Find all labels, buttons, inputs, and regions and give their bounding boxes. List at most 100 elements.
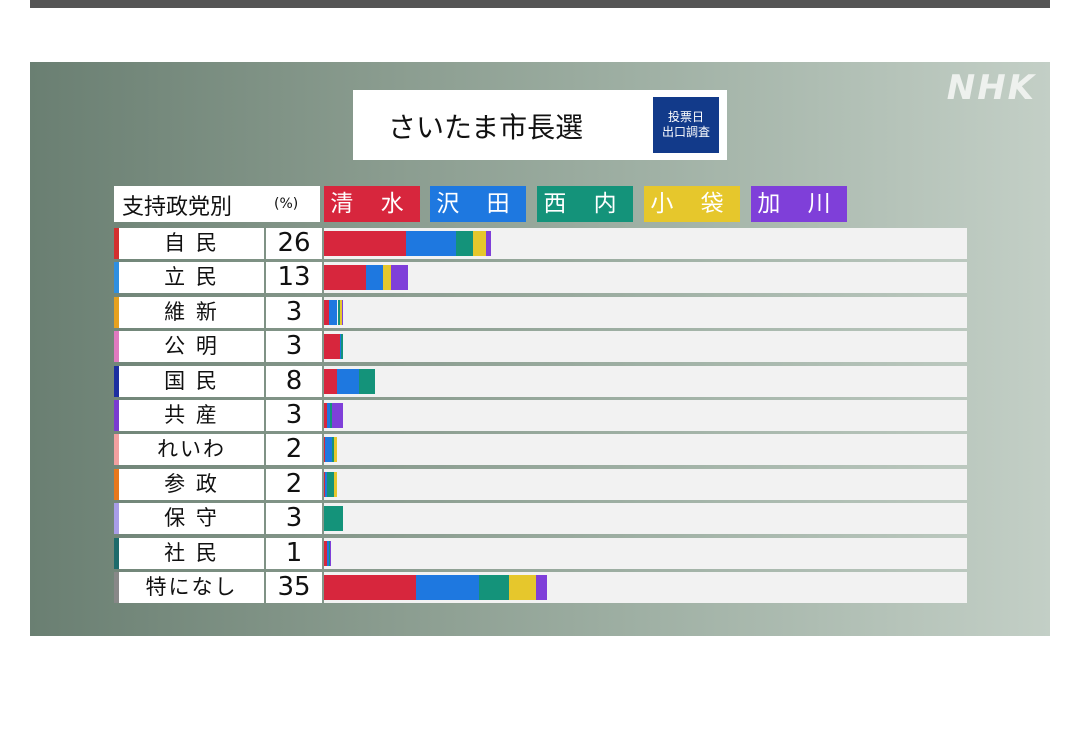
bar-segment [326, 471, 335, 497]
party-color-stripe [114, 468, 119, 500]
bar-segment [331, 403, 344, 428]
bar-segment [535, 575, 547, 600]
nhk-logo: NHK [946, 68, 1036, 108]
bar-segment [340, 334, 342, 360]
party-percent: 3 [266, 503, 322, 535]
party-label: 公 明 [119, 331, 264, 363]
party-color-stripe [114, 365, 119, 397]
party-color-stripe [114, 228, 119, 259]
party-color-stripe [114, 400, 119, 431]
party-percent: 2 [266, 468, 322, 500]
bar-segment [341, 334, 344, 360]
party-percent: 8 [266, 365, 322, 397]
bar-segment [486, 231, 492, 256]
header-unit: (%) [274, 196, 299, 212]
legend-candidate-5: 加 川 [751, 186, 847, 222]
party-color-stripe [114, 262, 119, 294]
bar-segment [324, 575, 417, 600]
bar-segment [324, 368, 338, 394]
party-label: 保 守 [119, 503, 264, 535]
bar-segment [334, 471, 337, 497]
bar-segment [333, 437, 337, 463]
party-label: 国 民 [119, 365, 264, 397]
bar-segment [324, 334, 341, 360]
bar-segment [326, 403, 330, 428]
bar-segment [337, 368, 359, 394]
bar-track [324, 331, 967, 363]
bar-segment [329, 403, 332, 428]
bar-segment [324, 437, 326, 463]
party-label: 維 新 [119, 296, 264, 328]
bar-track [324, 296, 967, 328]
bar-segment [456, 231, 473, 256]
legend-candidate-4: 小 袋 [644, 186, 740, 222]
bar-track [324, 503, 967, 535]
party-percent: 3 [266, 296, 322, 328]
bar-segment [328, 299, 338, 325]
bar-segment [324, 506, 344, 532]
party-color-stripe [114, 331, 119, 363]
badge-line-1: 投票日 [667, 110, 704, 124]
chart-title: さいたま市長選 [388, 111, 584, 144]
bar-segment [329, 540, 330, 566]
party-label: 社 民 [119, 537, 264, 569]
party-label: 特になし [119, 572, 264, 603]
bar-track [324, 400, 967, 431]
party-label: 立 民 [119, 262, 264, 294]
party-color-stripe [114, 537, 119, 569]
bar-segment [365, 265, 384, 291]
party-percent: 3 [266, 400, 322, 431]
bar-segment [331, 437, 334, 463]
badge-line-2: 出口調査 [661, 125, 710, 139]
bar-segment [383, 265, 391, 291]
bar-segment [342, 299, 344, 325]
legend-candidate-2: 沢 田 [430, 186, 526, 222]
party-color-stripe [114, 503, 119, 535]
party-percent: 26 [266, 228, 322, 259]
bar-track [324, 365, 967, 397]
bar-segment [416, 575, 480, 600]
party-percent: 2 [266, 434, 322, 466]
top-divider [30, 0, 1050, 8]
party-label: 共 産 [119, 400, 264, 431]
legend-candidate-1: 清 水 [324, 186, 420, 222]
bar-segment [479, 575, 509, 600]
header-label-box: 支持政党別 (%) [114, 186, 320, 222]
bar-track [324, 228, 967, 259]
bar-segment [324, 540, 328, 566]
bar-segment [325, 471, 327, 497]
bar-track [324, 434, 967, 466]
bar-segment [324, 403, 327, 428]
party-label: 参 政 [119, 468, 264, 500]
legend-candidate-3: 西 内 [537, 186, 633, 222]
header-label: 支持政党別 [122, 195, 233, 220]
party-color-stripe [114, 434, 119, 466]
party-label: 自 民 [119, 228, 264, 259]
bar-segment [324, 299, 329, 325]
party-percent: 1 [266, 537, 322, 569]
bar-track [324, 572, 967, 603]
exit-poll-badge: 投票日 出口調査 [651, 95, 721, 155]
bar-segment [329, 540, 331, 566]
party-label: れいわ [119, 434, 264, 466]
title-box: さいたま市長選 投票日 出口調査 [353, 90, 727, 160]
bar-segment [337, 299, 341, 325]
party-color-stripe [114, 572, 119, 603]
bar-segment [327, 540, 330, 566]
chart-panel: NHK さいたま市長選 投票日 出口調査 支持政党別 (%) 清 水 沢 田 西… [30, 62, 1050, 636]
bar-segment [325, 437, 332, 463]
bar-segment [324, 471, 326, 497]
bar-segment [324, 231, 406, 256]
bar-segment [324, 265, 366, 291]
party-percent: 13 [266, 262, 322, 294]
bar-segment [405, 231, 457, 256]
bar-segment [472, 231, 487, 256]
bar-segment [340, 299, 343, 325]
party-color-stripe [114, 296, 119, 328]
bar-track [324, 262, 967, 294]
party-percent: 3 [266, 331, 322, 363]
bar-track [324, 537, 967, 569]
bar-segment [508, 575, 536, 600]
bar-track [324, 468, 967, 500]
party-percent: 35 [266, 572, 322, 603]
